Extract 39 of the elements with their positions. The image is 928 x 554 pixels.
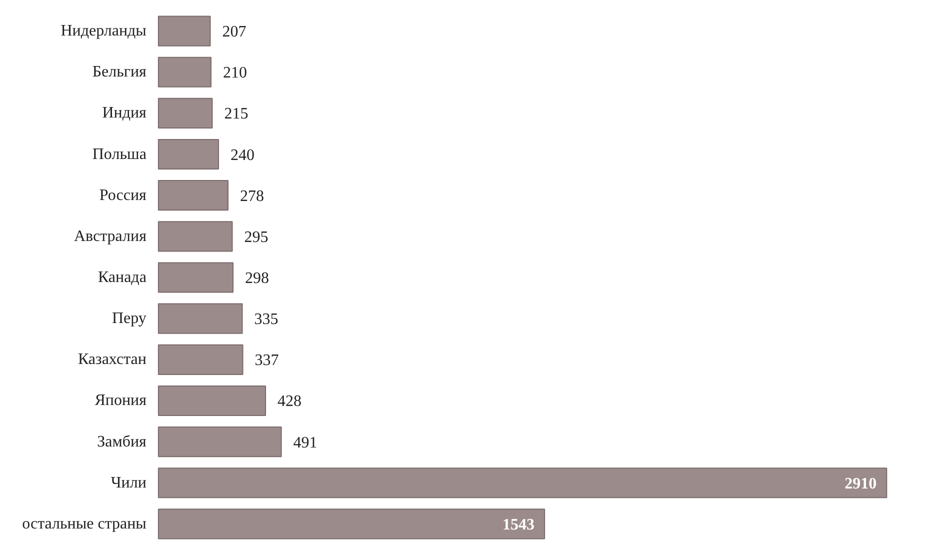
data-label: 278 <box>240 188 264 205</box>
data-label: 240 <box>230 146 254 164</box>
bar <box>158 426 282 458</box>
data-label: 1543 <box>502 516 535 534</box>
bar <box>158 138 219 170</box>
y-tick-label: Австралия <box>74 228 148 245</box>
data-label: 215 <box>224 106 248 123</box>
bar <box>158 262 234 293</box>
data-label: 207 <box>222 24 246 41</box>
y-tick-label: остальные страны <box>22 515 147 532</box>
data-label: 428 <box>278 393 302 410</box>
data-label: 295 <box>244 228 268 246</box>
y-tick-label: Россия <box>99 186 148 204</box>
bar <box>158 468 888 498</box>
data-label: 335 <box>254 311 278 328</box>
y-tick-label: Польша <box>92 146 146 163</box>
bar <box>158 16 211 46</box>
y-tick-label: Индия <box>102 104 148 122</box>
data-label: 491 <box>293 434 318 452</box>
y-tick-label: Канада <box>98 269 146 286</box>
bar <box>158 180 228 211</box>
bar <box>158 508 546 540</box>
data-label: 337 <box>254 352 279 370</box>
bar <box>158 98 213 128</box>
bar <box>158 385 266 416</box>
y-tick-label: Нидерланды <box>60 22 147 40</box>
bar <box>158 303 243 334</box>
y-tick-label: Перу <box>112 310 146 328</box>
y-tick-label: Чили <box>110 474 147 492</box>
y-tick-label: Казахстан <box>78 351 147 368</box>
data-label: 210 <box>222 64 247 82</box>
data-label: 2910 <box>844 475 877 492</box>
y-tick-label: Япония <box>94 392 148 410</box>
bar <box>158 344 244 375</box>
y-tick-label: Бельгия <box>92 64 148 81</box>
bar <box>158 56 212 88</box>
y-tick-label: Замбия <box>97 433 148 450</box>
bar <box>158 221 233 252</box>
data-label: 298 <box>245 270 269 287</box>
